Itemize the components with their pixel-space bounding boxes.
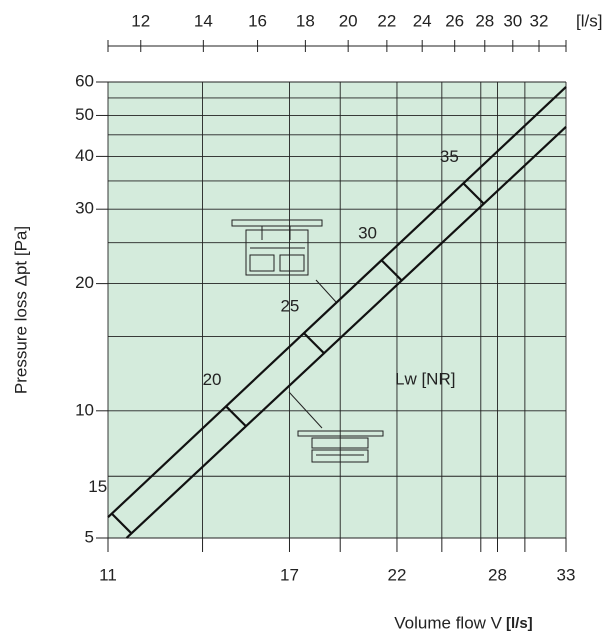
nr-mark-label: 30 [358,224,377,243]
x2-axis-unit: [l/s] [576,11,602,30]
x-tick-label: 28 [488,565,507,584]
y-tick-label: 20 [75,273,94,292]
nr-mark-label: 20 [203,370,222,389]
x2-tick-label: 28 [475,11,494,30]
x-tick-label: 22 [388,565,407,584]
x2-tick-label: 16 [248,11,267,30]
y-axis-label: Pressure loss Δpt [Pa] [11,226,30,394]
x2-tick-label: 20 [339,11,358,30]
nr-mark-label: 15 [88,477,107,496]
x2-tick-label: 18 [296,11,315,30]
nr-mark-label: 35 [440,147,459,166]
x-axis-unit: [l/s] [506,615,533,632]
y-tick-label: 40 [75,146,94,165]
x-tick-label: 11 [99,565,117,584]
y-tick-label: 60 [75,71,94,90]
x2-tick-label: 24 [413,11,432,30]
x2-tick-label: 32 [530,11,549,30]
x2-tick-label: 26 [445,11,464,30]
y-tick-label: 30 [75,199,94,218]
x2-tick-label: 22 [377,11,396,30]
x2-tick-label: 14 [194,11,213,30]
x2-tick-label: 12 [131,11,150,30]
x-tick-label: 17 [280,565,299,584]
x2-tick-label: 30 [503,11,522,30]
y-tick-label: 50 [75,105,94,124]
nr-mark-label: 25 [280,297,299,316]
y-tick-label: 5 [85,527,94,546]
nr-label: Lw [NR] [395,369,455,388]
y-tick-label: 10 [75,400,94,419]
x-tick-label: 33 [557,565,576,584]
chart: Lw [NR] Pressure loss Δpt [Pa] Volume fl… [0,0,616,636]
x-axis-label: Volume flow V [394,613,502,632]
